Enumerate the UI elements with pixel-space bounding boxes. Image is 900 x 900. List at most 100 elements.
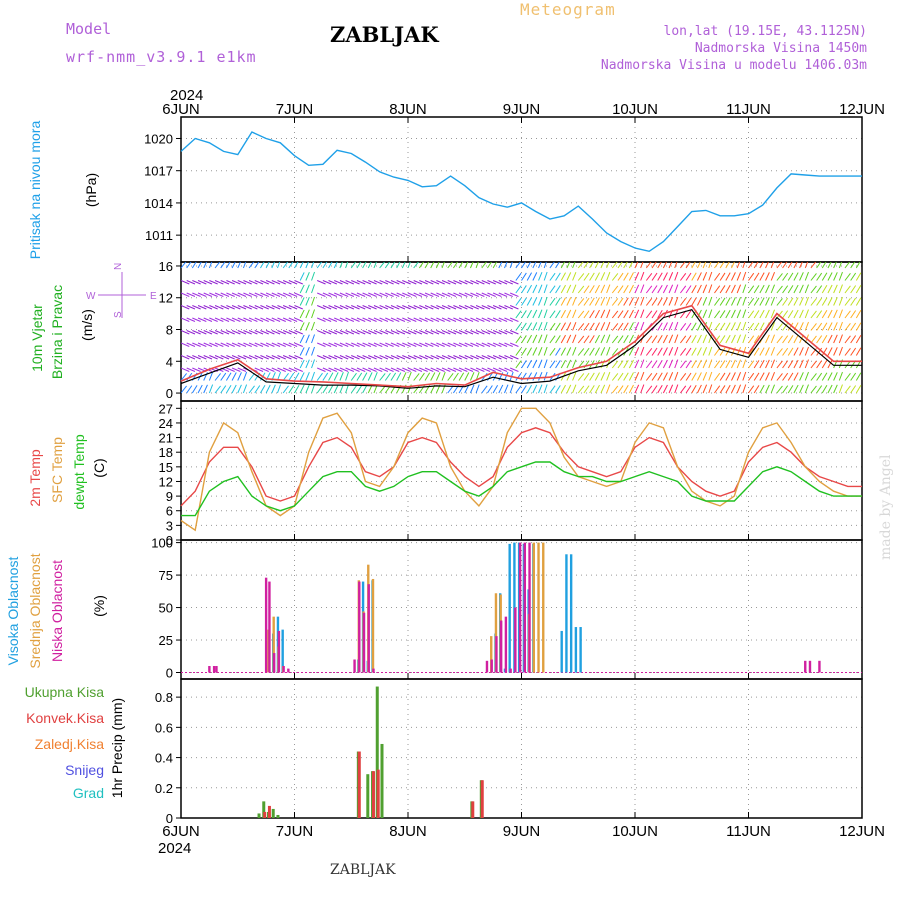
wind-barb (538, 334, 543, 344)
wind-barb (821, 272, 828, 281)
wind-barb (776, 285, 783, 294)
wind-barb (617, 335, 624, 344)
wind-barb (265, 305, 275, 310)
wind-barb (662, 347, 668, 356)
wind-barb (776, 273, 783, 281)
wind-barb (821, 262, 827, 269)
wind-barb (356, 342, 366, 347)
wind-barb (436, 280, 445, 285)
wind-barb (668, 297, 674, 306)
wind-barb (691, 322, 697, 331)
wind-barb (691, 272, 697, 281)
wind-barb (549, 297, 556, 306)
wind-barb (396, 280, 406, 285)
wind-barb (714, 322, 721, 331)
wind-barb (577, 335, 585, 344)
cloud-bar (804, 660, 807, 673)
wind-barb (333, 384, 339, 394)
wind-barb (708, 346, 713, 356)
wind-barb (696, 309, 702, 319)
wind-barb (243, 342, 252, 347)
wind-barb (566, 322, 572, 331)
wind-barb (628, 359, 634, 369)
wind-barb (214, 317, 224, 322)
wind-barb (702, 359, 708, 369)
y-tick-label: 12 (159, 474, 173, 489)
compass-e: E (150, 291, 157, 302)
wind-barb (322, 367, 332, 372)
wind-barb (577, 273, 585, 281)
wind-barb (810, 373, 817, 381)
wind-barb (850, 272, 857, 281)
wind-barb (260, 262, 265, 269)
wind-barb (419, 330, 428, 335)
y-tick-label: 75 (159, 568, 173, 583)
wind-barb (702, 284, 708, 294)
cloud-bar (212, 666, 216, 673)
wind-barb (203, 342, 213, 347)
cloud-bar (808, 660, 812, 673)
wind-barb (475, 342, 485, 347)
wind-barb (611, 360, 619, 369)
wind-barb (299, 309, 305, 319)
wind-barb (657, 334, 663, 344)
wind-barb (617, 322, 624, 331)
wind-barb (464, 280, 474, 285)
wind-barb (316, 385, 323, 394)
wind-barb (350, 262, 357, 269)
wind-barb (515, 372, 522, 381)
wind-barb (390, 317, 400, 322)
wind-barb (833, 284, 838, 294)
wind-barb (254, 280, 264, 285)
wind-barb (543, 271, 548, 281)
wind-barb (725, 284, 731, 294)
wind-barb (419, 367, 428, 372)
wind-barb (702, 262, 707, 269)
wind-barb (617, 310, 624, 319)
wind-barb (804, 384, 809, 394)
wind-barb (538, 384, 543, 394)
wind-barb (674, 284, 679, 294)
wind-barb (623, 297, 629, 306)
wind-barb (855, 372, 862, 381)
wind-barb (770, 271, 776, 281)
x-tick-label-bottom: 6JUN (162, 823, 200, 840)
wind-barb (311, 262, 315, 269)
wind-barb (753, 272, 760, 281)
wind-barb (328, 367, 338, 372)
wind-barb (220, 280, 230, 285)
wind-barb (282, 280, 292, 285)
wind-barb (572, 262, 576, 269)
wind-barb (254, 262, 260, 269)
wind-barb (334, 355, 343, 360)
wind-barb (311, 346, 316, 356)
wind-barb (765, 372, 770, 381)
wind-barb (719, 360, 726, 369)
wind-barb (299, 262, 304, 269)
wind-barb (787, 297, 794, 306)
wind-barb (481, 342, 491, 347)
cloud-bar (518, 542, 522, 673)
wind-barb (243, 330, 252, 335)
wind-barb (617, 372, 624, 381)
wind-barb (265, 280, 275, 285)
wind-barb (731, 272, 736, 281)
wind-barb (719, 272, 726, 281)
wind-barb (192, 342, 201, 347)
wind-barb (793, 334, 799, 344)
wind-barb (214, 342, 224, 347)
wind-barb (385, 280, 394, 285)
wind-barb (282, 292, 292, 297)
wind-barb (810, 262, 817, 269)
wind-barb (742, 359, 747, 369)
wind-barb (589, 322, 595, 331)
wind-barb (345, 384, 349, 394)
wind-barb (623, 335, 629, 344)
wind-barb (651, 262, 657, 269)
wind-barb (430, 305, 440, 310)
ylabel-high-cloud: Visoka Oblacnost (5, 557, 21, 666)
wind-barb (572, 371, 577, 381)
wind-barb (418, 372, 425, 381)
wind-barb (225, 385, 232, 394)
wind-barb (594, 262, 600, 269)
